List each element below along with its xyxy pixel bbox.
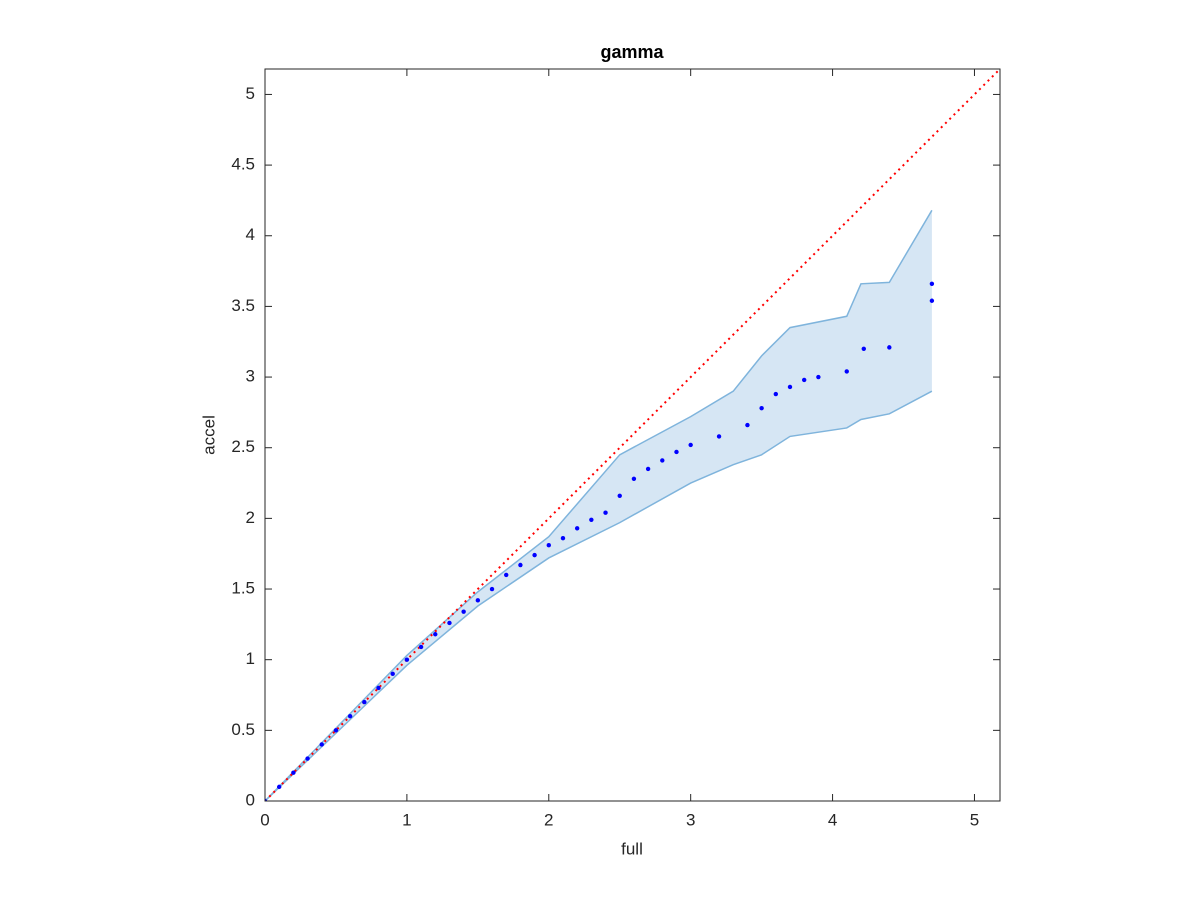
point xyxy=(887,345,892,350)
point xyxy=(319,742,324,747)
point xyxy=(617,493,622,498)
confidence-band xyxy=(265,210,932,801)
point xyxy=(265,798,268,801)
point xyxy=(489,586,495,592)
band-lower xyxy=(265,390,933,801)
y-tick-label: 2 xyxy=(246,508,255,527)
point xyxy=(603,510,608,515)
point xyxy=(461,609,466,614)
point xyxy=(745,422,750,428)
x-tick-label: 5 xyxy=(970,810,979,829)
point xyxy=(305,756,310,761)
axes-box xyxy=(264,68,1001,802)
point xyxy=(816,374,821,380)
y-tick-label: 0.5 xyxy=(231,720,255,739)
point xyxy=(546,543,551,548)
x-tick-label: 3 xyxy=(686,810,695,829)
reference-line xyxy=(265,69,1000,801)
x-axis-label: full xyxy=(621,839,643,858)
y-tick-label: 5 xyxy=(246,84,255,103)
y-tick-label: 1.5 xyxy=(231,579,255,598)
y-axis-label: accel xyxy=(199,415,218,455)
point xyxy=(861,346,866,351)
point xyxy=(291,770,296,775)
point xyxy=(447,620,452,626)
point xyxy=(376,685,381,691)
y-tick-label: 2.5 xyxy=(231,437,255,456)
point xyxy=(716,434,722,439)
point xyxy=(844,369,849,374)
y-tick-label: 4 xyxy=(246,225,255,244)
point xyxy=(418,644,424,650)
x-tick-label: 2 xyxy=(544,810,553,829)
y-tick-label: 3 xyxy=(246,367,255,386)
point xyxy=(631,476,637,482)
point xyxy=(773,391,779,397)
point xyxy=(347,714,353,719)
point xyxy=(801,377,807,383)
point xyxy=(787,384,793,390)
plot-area xyxy=(265,69,1000,801)
point xyxy=(362,699,367,705)
y-tick-label: 0 xyxy=(246,790,255,809)
band-upper xyxy=(265,209,933,801)
point xyxy=(276,784,282,790)
point xyxy=(929,281,935,286)
point xyxy=(645,466,651,472)
point xyxy=(560,535,566,541)
point xyxy=(589,517,594,522)
point xyxy=(518,562,523,568)
y-tick-label: 1 xyxy=(246,649,255,668)
point xyxy=(688,442,693,448)
chart-title: gamma xyxy=(600,42,664,62)
point xyxy=(404,657,410,662)
x-tick-label: 4 xyxy=(828,810,837,829)
point xyxy=(929,298,935,303)
point xyxy=(759,405,764,411)
point xyxy=(333,728,339,733)
x-tick-label: 1 xyxy=(402,810,411,829)
point xyxy=(532,552,537,558)
point xyxy=(674,449,679,455)
point xyxy=(574,526,580,531)
x-tick-label: 0 xyxy=(260,810,269,829)
point xyxy=(433,632,438,637)
point xyxy=(390,671,395,677)
y-tick-label: 3.5 xyxy=(231,296,255,315)
y-tick-label: 4.5 xyxy=(231,155,255,174)
point xyxy=(475,598,481,603)
point xyxy=(660,458,665,463)
axes: 0 1 2 3 4 5 0 0.5 1 1.5 2 2.5 3 3.5 4 4.5 5 xyxy=(231,68,1001,829)
point xyxy=(504,572,509,578)
